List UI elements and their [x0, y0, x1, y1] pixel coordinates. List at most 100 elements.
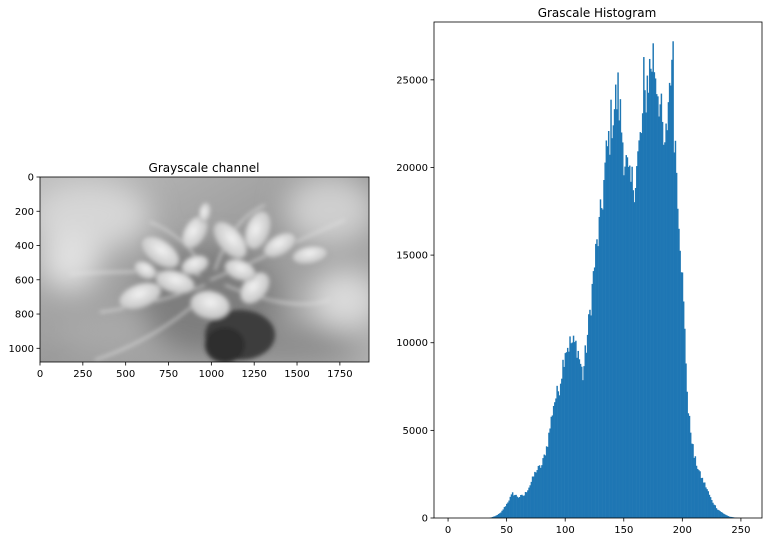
histogram-bar	[551, 415, 554, 518]
histogram-bar	[513, 495, 515, 518]
histogram-bar	[680, 272, 683, 518]
histogram-bar	[714, 505, 717, 518]
histogram-bar	[531, 476, 534, 518]
histogram-bar	[614, 84, 617, 518]
histogram-bar	[663, 144, 665, 519]
histogram-bar	[600, 208, 603, 518]
histogram-bar	[626, 157, 629, 518]
histogram-bar	[670, 85, 672, 518]
histogram-bar	[699, 471, 701, 518]
histogram-y-tick-label: 0	[422, 514, 428, 525]
histogram-bar	[720, 511, 722, 518]
image-x-tick-label: 1250	[241, 369, 266, 380]
histogram-axes: Grascale Histogram 0 50 100 150 200 250 0 5000…	[396, 6, 763, 536]
histogram-bar	[573, 342, 576, 518]
histogram-x-ticks: 0 50 100 150 200 250	[445, 518, 750, 536]
histogram-bar	[556, 385, 558, 518]
histogram-title: Grascale Histogram	[538, 6, 657, 20]
histogram-bar	[550, 416, 553, 518]
histogram-bar	[637, 151, 639, 518]
histogram-bar	[715, 508, 718, 518]
histogram-bar	[529, 485, 531, 518]
histogram-bar	[723, 514, 726, 518]
histogram-bar	[639, 132, 642, 519]
histogram-bar	[625, 155, 627, 518]
histogram-bar	[598, 216, 601, 518]
histogram-bar	[495, 515, 497, 518]
image-x-tick-label: 1000	[199, 369, 224, 380]
histogram-bar	[576, 357, 578, 518]
histogram-bar	[540, 467, 542, 518]
histogram-bar	[584, 345, 586, 518]
histogram-bar	[524, 492, 527, 518]
histogram-bar	[552, 405, 555, 518]
histogram-bar	[677, 208, 679, 518]
histogram-bar	[726, 515, 728, 518]
histogram-bar	[706, 489, 708, 518]
histogram-bar	[640, 133, 643, 518]
histogram-bar	[709, 497, 712, 518]
histogram-bar	[667, 102, 670, 519]
histogram-bar	[687, 413, 690, 518]
histogram-y-tick-label: 15000	[396, 251, 428, 262]
histogram-bar	[623, 175, 625, 518]
histogram-bar	[509, 496, 512, 518]
histogram-bar	[602, 209, 604, 519]
histogram-bar	[659, 104, 661, 518]
histogram-bar	[657, 96, 659, 518]
histogram-bar	[530, 481, 533, 518]
histogram-bar	[521, 494, 523, 518]
histogram-bar	[722, 513, 725, 518]
histogram-bar	[544, 455, 547, 518]
image-x-tick-label: 1500	[284, 369, 309, 380]
histogram-bar	[511, 492, 514, 518]
histogram-frame	[433, 21, 763, 519]
image-axes: Grayscale channel	[9, 161, 370, 380]
histogram-bar	[502, 509, 504, 518]
histogram-bar	[583, 366, 585, 518]
histogram-bar	[685, 363, 687, 518]
histogram-bar	[632, 190, 635, 519]
histogram-bar	[636, 166, 638, 518]
histogram-bar	[565, 352, 568, 518]
histogram-bar	[620, 132, 623, 519]
histogram-bar	[611, 138, 613, 519]
histogram-bar	[585, 352, 588, 518]
histogram-bar	[515, 494, 517, 518]
histogram-bar	[564, 353, 567, 518]
histogram-bar	[527, 490, 529, 518]
histogram-bar	[638, 140, 640, 518]
histogram-bar	[678, 228, 680, 519]
histogram-bar	[682, 301, 685, 518]
histogram-bar	[694, 456, 697, 518]
histogram-bar	[700, 478, 702, 518]
histogram-bar	[689, 432, 692, 518]
histogram-y-tick-label: 20000	[396, 163, 428, 174]
histogram-bar	[493, 516, 495, 518]
histogram-bar	[622, 142, 624, 518]
histogram-bar	[595, 243, 597, 518]
histogram-bar	[672, 41, 674, 518]
histogram-bar	[618, 120, 620, 518]
histogram-bar	[686, 391, 688, 518]
histogram-y-tick-label: 10000	[396, 338, 428, 349]
histogram-bar	[730, 516, 733, 518]
histogram-bar	[718, 510, 720, 518]
histogram-bar	[582, 380, 584, 518]
histogram-bar	[684, 328, 686, 518]
histogram-bar	[508, 500, 510, 518]
histogram-bar	[555, 398, 557, 518]
histogram-bar	[708, 494, 711, 518]
histogram-bar	[518, 497, 521, 518]
histogram-bar	[568, 351, 570, 518]
histogram-bar	[613, 109, 616, 519]
histogram-bar	[593, 267, 596, 518]
histogram-bar	[569, 336, 571, 518]
histogram-bar	[666, 130, 668, 518]
histogram-bar	[721, 512, 724, 518]
histogram-bar	[547, 446, 549, 518]
histogram-bar	[624, 166, 626, 519]
histogram-bar	[586, 334, 589, 518]
histogram-bar	[491, 516, 494, 518]
